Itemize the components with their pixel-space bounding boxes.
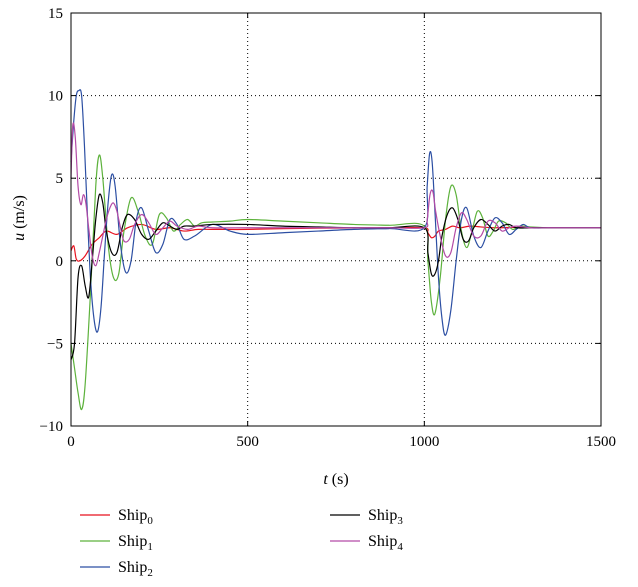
legend-label-ship-4: Ship4 [368, 533, 403, 553]
y-tick-label: 15 [48, 6, 63, 22]
y-tick-label: −10 [40, 419, 63, 435]
legend-label-ship-1: Ship1 [118, 533, 153, 553]
grid-lines [71, 13, 601, 426]
legend: Ship0 Ship1 Ship2 Ship3 Ship4 [80, 507, 403, 579]
y-axis-label: u (m/s) [11, 195, 28, 241]
axis-ticks [70, 12, 602, 427]
legend-label-ship-3: Ship3 [368, 507, 403, 527]
legend-label-ship-2: Ship2 [118, 559, 153, 579]
series-line-ship-2 [70, 89, 601, 336]
x-tick-label: 1000 [409, 434, 439, 450]
y-tick-label: 5 [56, 171, 64, 187]
y-tick-label: 0 [56, 254, 64, 270]
plot-frame [70, 12, 602, 427]
series-lines [70, 89, 601, 411]
x-axis-label: t (s) [323, 471, 348, 488]
tick-labels: 0 500 1000 1500 −10 −5 0 5 10 15 [40, 6, 616, 450]
series-line-ship-1 [70, 154, 601, 411]
legend-label-ship-0: Ship0 [118, 507, 153, 527]
series-line-ship-4 [70, 122, 601, 267]
y-tick-label: 10 [48, 89, 63, 105]
x-tick-label: 500 [236, 434, 259, 450]
x-tick-label: 1500 [586, 434, 616, 450]
series-line-ship-3 [70, 193, 601, 361]
x-tick-label: 0 [67, 434, 75, 450]
y-tick-label: −5 [47, 336, 63, 352]
